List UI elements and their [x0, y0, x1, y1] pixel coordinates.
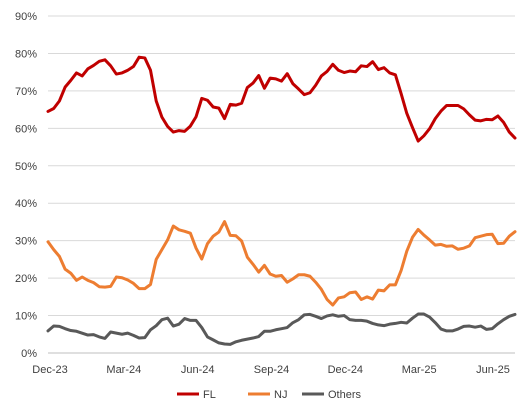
y-tick-label: 70% [15, 86, 37, 98]
y-tick-label: 0% [21, 348, 37, 360]
x-tick-label: Mar-25 [402, 364, 437, 376]
y-tick-label: 30% [15, 236, 37, 248]
y-tick-label: 50% [15, 161, 37, 173]
y-tick-label: 20% [15, 273, 37, 285]
x-tick-label: Jun-25 [476, 364, 510, 376]
y-axis-tick-labels: 0% 10% 20% 30% 40% 50% 60% 70% 80% 90% [15, 11, 37, 360]
y-tick-label: 60% [15, 123, 37, 135]
series-line-others [46, 312, 517, 346]
y-tick-label: 40% [15, 198, 37, 210]
gridlines [48, 15, 515, 354]
series-line-fl [46, 55, 517, 143]
legend-item-fl: FL [177, 389, 216, 401]
legend-label: Others [328, 389, 362, 401]
legend-label: NJ [274, 389, 287, 401]
y-tick-label: 90% [15, 11, 37, 23]
x-axis-tick-labels: Dec-23 Mar-24 Jun-24 Sep-24 Dec-24 Mar-25 Jun-… [32, 364, 510, 376]
legend-item-nj: NJ [248, 389, 287, 401]
y-tick-label: 80% [15, 48, 37, 60]
legend-label: FL [203, 389, 216, 401]
x-tick-label: Jun-24 [181, 364, 215, 376]
series-lines [46, 55, 517, 346]
legend-item-others: Others [302, 389, 362, 401]
series-line-nj [46, 220, 517, 307]
legend: FL NJ Others [177, 389, 362, 401]
x-tick-label: Dec-23 [32, 364, 67, 376]
x-tick-label: Mar-24 [106, 364, 141, 376]
x-tick-label: Sep-24 [254, 364, 289, 376]
y-tick-label: 10% [15, 311, 37, 323]
x-tick-label: Dec-24 [328, 364, 363, 376]
